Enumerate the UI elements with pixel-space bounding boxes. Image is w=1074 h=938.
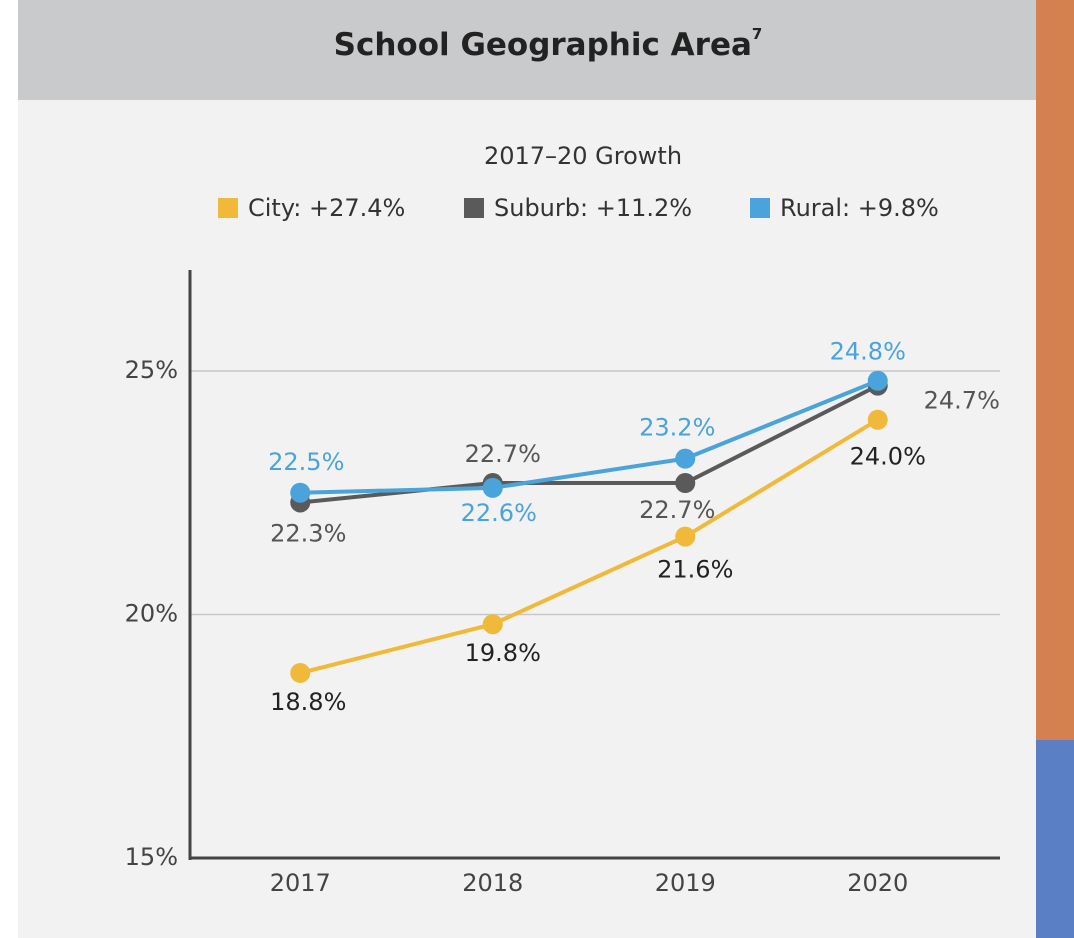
data-label: 22.7% [639,496,715,524]
data-point [482,614,503,635]
data-label: 22.6% [461,499,537,527]
legend-label: Rural: +9.8% [780,194,939,222]
data-point [675,448,696,469]
data-point [867,409,888,430]
header-band [18,0,1036,100]
x-tick-label: 2017 [270,869,331,897]
data-point [482,477,503,498]
data-label: 22.5% [268,448,344,476]
legend-title: 2017–20 Growth [484,142,682,170]
legend-swatch [464,198,484,218]
title-text: School Geographic Area [334,27,752,63]
series-line [300,383,879,505]
data-label: 24.7% [924,387,1000,415]
y-tick-label: 15% [125,843,178,871]
data-label: 24.8% [830,338,906,366]
x-tick-label: 2018 [462,869,523,897]
data-label: 24.0% [850,443,926,471]
decoration [1036,740,1074,938]
data-label: 23.2% [639,414,715,442]
x-tick-label: 2019 [655,869,716,897]
data-point [290,662,311,683]
data-label: 19.8% [465,639,541,667]
data-point [867,370,888,391]
data-point [290,482,311,503]
panel [18,100,1036,938]
data-label: 21.6% [657,556,733,584]
series-line [299,417,879,675]
series-line [300,378,879,495]
legend-label: City: +27.4% [248,194,405,222]
legend-swatch [218,198,238,218]
data-point [675,526,696,547]
data-label: 22.3% [270,519,346,547]
x-tick-label: 2020 [847,869,908,897]
data-label: 22.7% [465,440,541,468]
title-footnote: 7 [752,25,762,43]
data-label: 18.8% [270,688,346,716]
data-point [675,473,696,494]
y-tick-label: 25% [125,356,178,384]
legend-swatch [750,198,770,218]
legend-label: Suburb: +11.2% [494,194,692,222]
chart-title: School Geographic Area7 [334,25,763,63]
y-tick-label: 20% [125,600,178,628]
